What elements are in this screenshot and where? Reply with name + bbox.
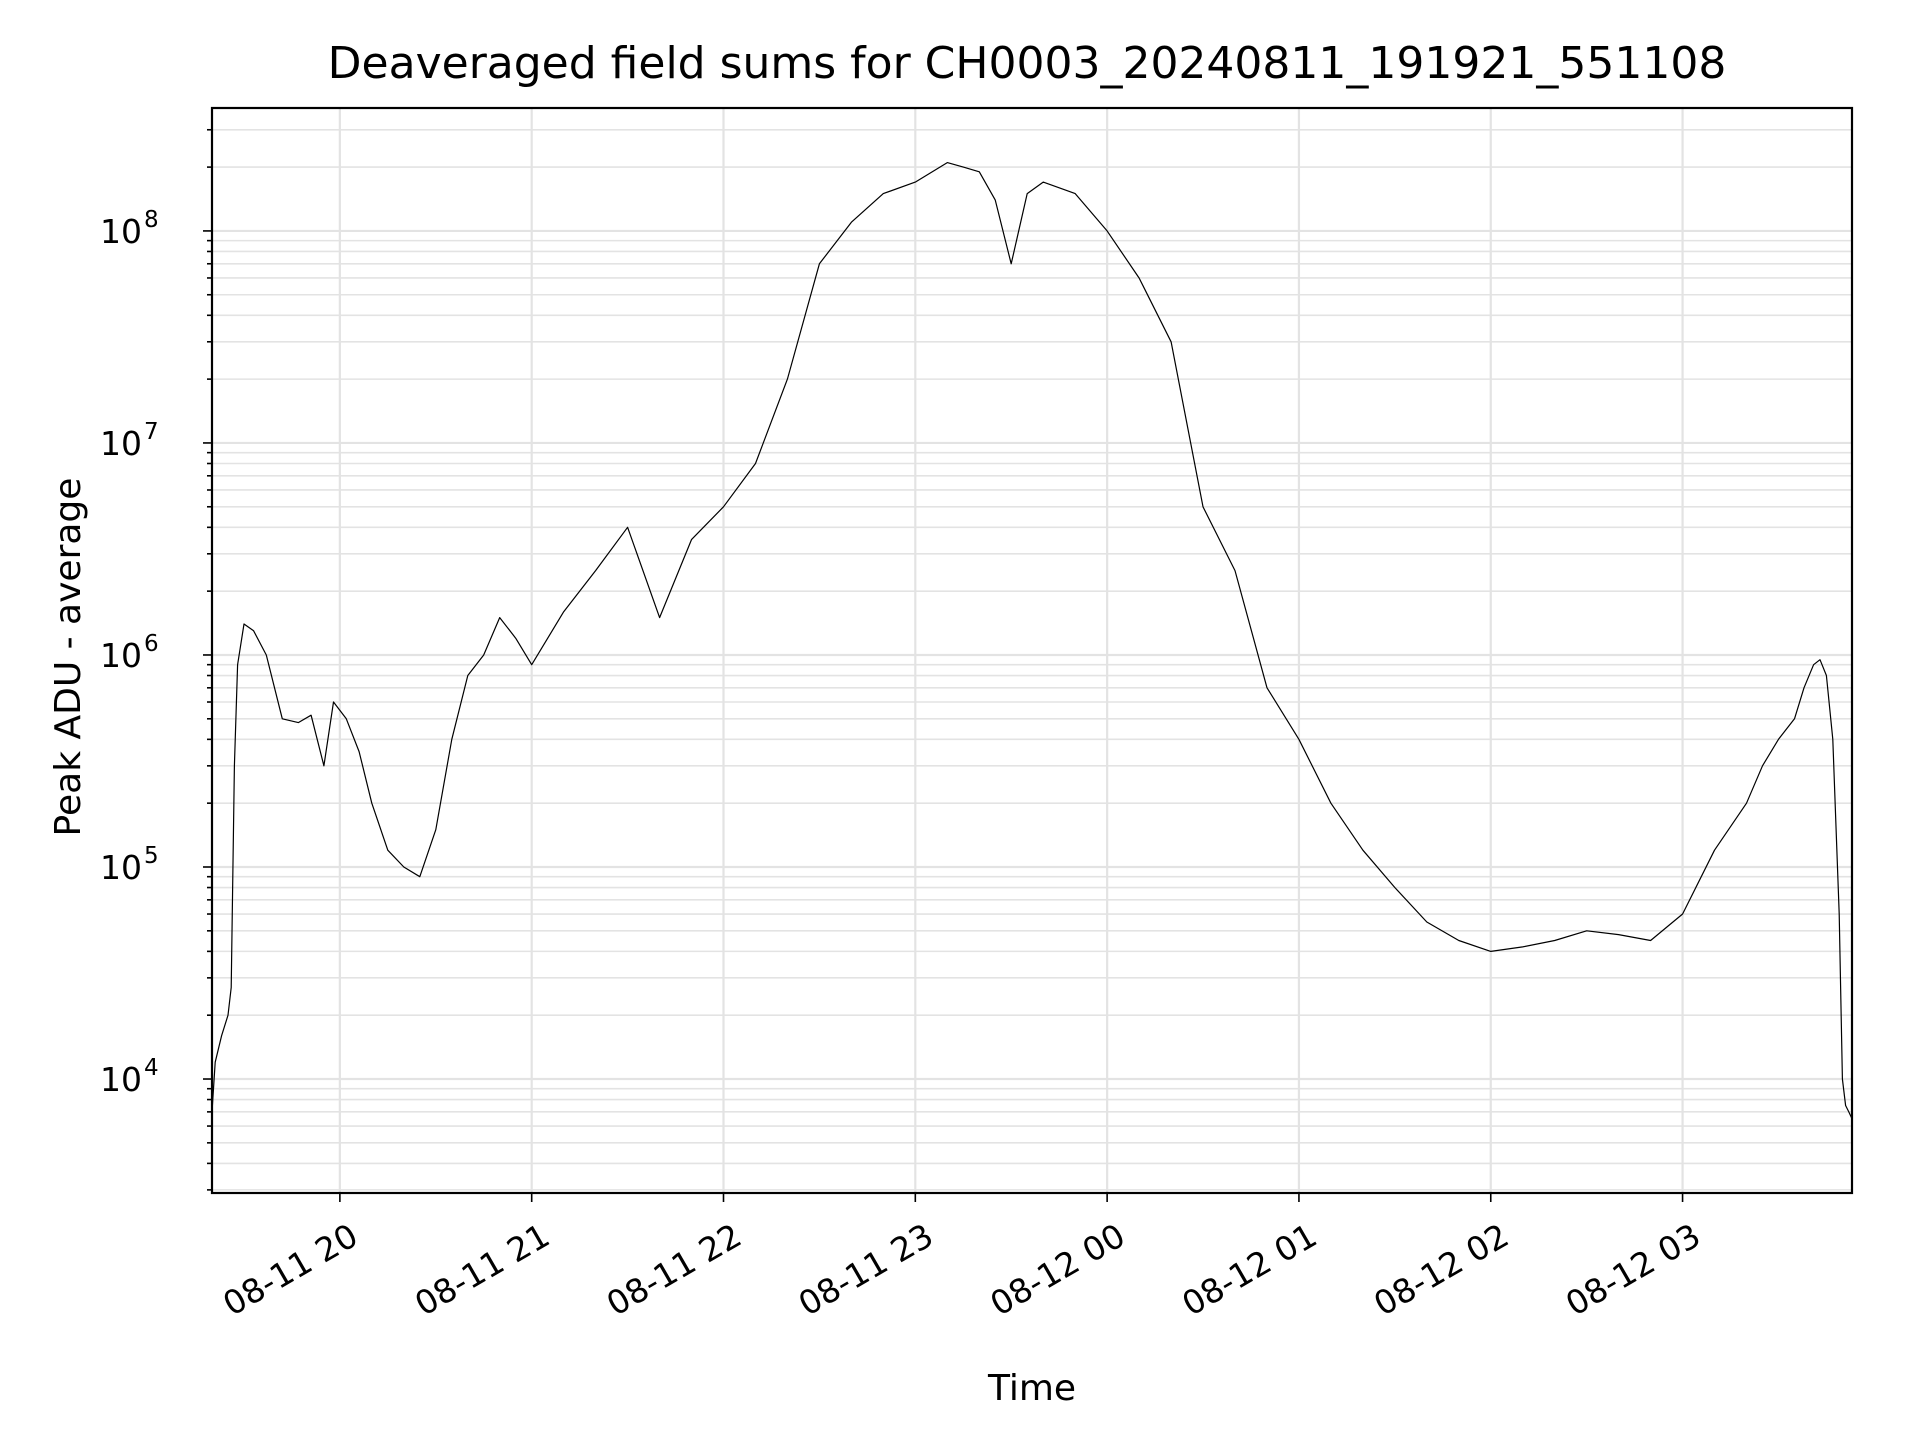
y-tick-exponent: 6	[144, 631, 159, 657]
x-axis-label: Time	[987, 1368, 1076, 1409]
y-tick-label: 10	[100, 1060, 142, 1099]
y-tick-label: 10	[100, 424, 142, 463]
series-line	[211, 162, 1853, 1119]
plot-frame	[210, 106, 1854, 1195]
y-tick-label: 10	[100, 636, 142, 675]
grid	[212, 108, 1852, 1193]
chart-title: Deaveraged field sums for CH0003_2024081…	[328, 38, 1727, 89]
y-axis-label: Peak ADU - average	[48, 478, 89, 837]
y-tick-exponent: 5	[144, 843, 159, 869]
y-tick-exponent: 4	[144, 1055, 159, 1081]
y-tick-label: 10	[100, 848, 142, 887]
y-tick-label: 10	[100, 212, 142, 251]
y-tick-exponent: 8	[144, 207, 159, 233]
y-tick-exponent: 7	[144, 419, 159, 445]
